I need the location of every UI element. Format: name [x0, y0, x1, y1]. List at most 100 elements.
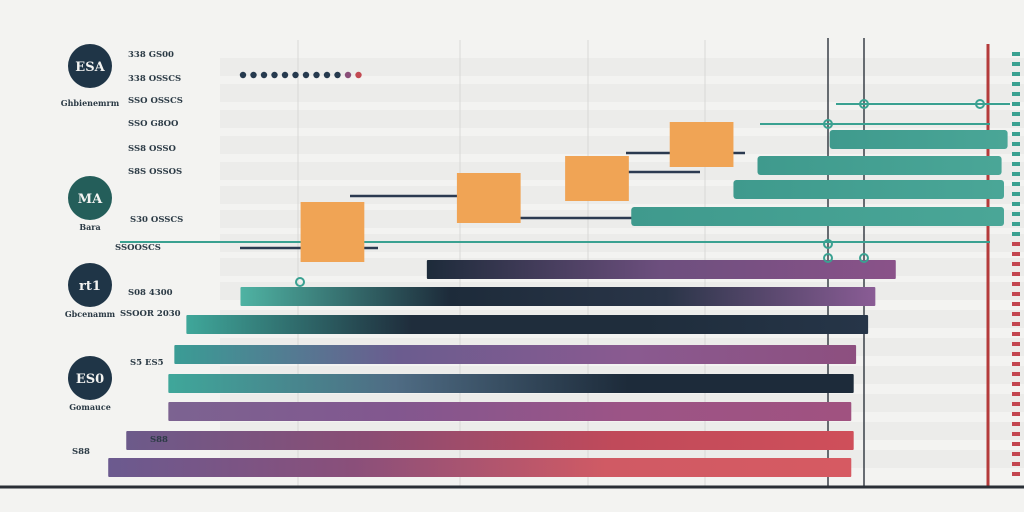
row-label: S08 4300 [128, 288, 173, 298]
edge-tick [1012, 452, 1020, 456]
row-label: SS8 OSSO [128, 144, 176, 154]
edge-tick [1012, 72, 1020, 76]
edge-tick [1012, 272, 1020, 276]
edge-tick [1012, 412, 1020, 416]
bar [426, 260, 896, 279]
legend-dot [313, 71, 320, 79]
edge-tick [1012, 152, 1020, 156]
edge-tick [1012, 312, 1020, 316]
badge-text: MA [78, 192, 103, 207]
edge-tick [1012, 442, 1020, 446]
legend-dot [323, 71, 331, 79]
row-label: SSOOSCS [115, 243, 161, 253]
edge-tick [1012, 222, 1020, 226]
highlight-box [300, 202, 365, 262]
badge-text: ES0 [76, 372, 104, 387]
edge-tick [1012, 182, 1020, 186]
row-label: S8S OSSOS [128, 167, 182, 177]
legend-dot [250, 71, 257, 79]
bar [733, 180, 1004, 199]
legend-dot [260, 71, 268, 79]
row-label: SSO G8OO [128, 119, 179, 129]
edge-tick [1012, 332, 1020, 336]
edge-tick [1012, 402, 1020, 406]
edge-tick [1012, 292, 1020, 296]
edge-tick [1012, 252, 1020, 256]
row-label: 338 GS00 [128, 50, 174, 60]
edge-tick [1012, 162, 1020, 166]
row-label: S5 ES5 [130, 358, 164, 368]
background-row [220, 58, 1024, 76]
edge-tick [1012, 382, 1020, 386]
legend-dot [334, 71, 341, 79]
badge-circle [68, 176, 112, 220]
bar [174, 345, 857, 364]
edge-tick [1012, 242, 1020, 246]
edge-tick [1012, 102, 1020, 106]
row-label: S88 [72, 447, 90, 457]
edge-tick [1012, 232, 1020, 236]
bar [168, 374, 854, 393]
legend-dot [239, 71, 247, 79]
legend-dot [355, 71, 362, 79]
row-label: 338 OSSCS [128, 74, 181, 84]
background-row [220, 84, 1024, 102]
legend-dot [271, 71, 278, 79]
badge-circle [68, 44, 112, 88]
edge-tick [1012, 92, 1020, 96]
point-marker [823, 119, 833, 129]
point-marker [823, 239, 833, 249]
edge-tick [1012, 52, 1020, 56]
highlight-box [456, 173, 521, 223]
edge-tick [1012, 392, 1020, 396]
edge-tick [1012, 422, 1020, 426]
bar [631, 207, 1004, 226]
legend-dot [292, 71, 299, 79]
background-row [220, 110, 1024, 128]
badge-text: rt1 [79, 279, 101, 294]
edge-tick [1012, 432, 1020, 436]
edge-tick [1012, 212, 1020, 216]
edge-tick [1012, 172, 1020, 176]
row-label: S30 OSSCS [130, 215, 183, 225]
edge-tick [1012, 192, 1020, 196]
bar [168, 402, 852, 421]
point-marker [859, 253, 869, 263]
legend-dot [281, 71, 289, 79]
edge-tick [1012, 262, 1020, 266]
badge-caption: Bara [79, 222, 100, 232]
badge-caption: Gomauce [69, 402, 111, 412]
edge-tick [1012, 112, 1020, 116]
edge-tick [1012, 82, 1020, 86]
bar [240, 287, 876, 306]
bar [829, 130, 1008, 149]
badge-circle [68, 356, 112, 400]
bar [757, 156, 1002, 175]
point-marker [859, 99, 869, 109]
edge-tick [1012, 202, 1020, 206]
edge-tick [1012, 62, 1020, 66]
point-marker [823, 253, 833, 263]
edge-tick [1012, 352, 1020, 356]
edge-tick [1012, 462, 1020, 466]
bar [186, 315, 869, 334]
bar [126, 431, 854, 450]
edge-tick [1012, 132, 1020, 136]
highlight-box [565, 156, 629, 201]
edge-tick [1012, 372, 1020, 376]
bar [108, 458, 852, 477]
edge-tick [1012, 142, 1020, 146]
background-row [220, 136, 1024, 154]
point-marker [295, 277, 305, 287]
row-label: S88 [150, 435, 168, 445]
badge-caption: Gbcenamm [65, 309, 116, 319]
edge-tick [1012, 362, 1020, 366]
legend-dot [344, 71, 352, 79]
edge-tick [1012, 342, 1020, 346]
badge-text: ESA [75, 60, 105, 75]
edge-tick [1012, 322, 1020, 326]
highlight-box [669, 122, 734, 167]
edge-tick [1012, 302, 1020, 306]
